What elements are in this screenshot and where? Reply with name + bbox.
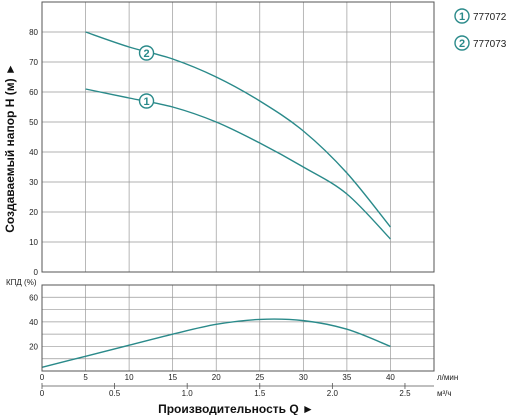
efficiency-plot-frame	[41, 284, 435, 372]
efficiency-y-axis-title: КПД (%)	[6, 278, 37, 287]
x-primary-tick-label: 20	[212, 373, 221, 382]
head-y-tick-label: 30	[29, 178, 38, 187]
head-frame	[41, 1, 435, 273]
head-y-tick-label: 40	[29, 148, 38, 157]
curve-marker-badge	[138, 45, 155, 61]
head-y-tick-label: 20	[29, 208, 38, 217]
efficiency-y-tick-label: 20	[29, 342, 38, 351]
x-primary-tick-label: 30	[299, 373, 308, 382]
efficiency-y-tick-label: 40	[29, 318, 38, 327]
x-secondary-tick-label: 1.0	[182, 389, 194, 398]
head-curve-series-1	[85, 88, 391, 240]
curve-marker-badge	[138, 93, 155, 109]
legend: 1 777072 2 777073	[454, 8, 507, 51]
legend-entry-label: 777073	[473, 39, 507, 50]
x-primary-tick-label: 40	[386, 373, 395, 382]
x-secondary-tick-label: 2.0	[327, 389, 339, 398]
head-curve-series-2	[85, 31, 391, 228]
head-y-axis-title: Создаваемый напор H (м) ►	[3, 63, 17, 233]
head-y-tick-label: 0	[34, 268, 39, 277]
legend-badge-number: 2	[459, 38, 465, 50]
head-y-ticks: 0 10 20 30 40 50 60 70 80	[29, 28, 38, 277]
efficiency-curve	[41, 318, 391, 368]
head-y-tick-label: 10	[29, 238, 38, 247]
legend-badge-number: 1	[459, 11, 465, 23]
head-grid	[42, 2, 434, 272]
head-curves: 12	[85, 31, 391, 240]
x-primary-tick-label: 35	[342, 373, 351, 382]
x-primary-unit-label: л/мин	[437, 373, 458, 382]
x-axis-ticks: 0 5 10 15 20 25 30 35 40 0 0.5 1.0 1.5 2.0 2.5	[40, 373, 434, 398]
efficiency-grid	[42, 285, 434, 371]
legend-badge	[454, 8, 470, 24]
x-secondary-tick-label: 0.5	[109, 389, 121, 398]
x-primary-tick-label: 25	[255, 373, 264, 382]
head-plot-frame	[41, 1, 435, 273]
curve-marker-number: 2	[143, 48, 149, 60]
head-y-tick-label: 70	[29, 58, 38, 67]
x-primary-tick-label: 10	[125, 373, 134, 382]
head-y-tick-label: 50	[29, 118, 38, 127]
x-primary-tick-label: 5	[83, 373, 88, 382]
x-axis-title: Производительность Q ►	[158, 402, 314, 415]
efficiency-frame	[41, 284, 435, 372]
efficiency-y-ticks: 20 40 60	[29, 293, 38, 351]
legend-entry-label: 777072	[473, 12, 507, 23]
x-secondary-unit-label: м³/ч	[437, 389, 452, 398]
efficiency-y-tick-label: 60	[29, 293, 38, 302]
x-primary-tick-label: 0	[40, 373, 45, 382]
x-secondary-tick-label: 2.5	[399, 389, 411, 398]
x-primary-tick-label: 15	[168, 373, 177, 382]
x-secondary-tick-label: 0	[40, 389, 45, 398]
efficiency-curves	[41, 318, 391, 368]
head-y-tick-label: 80	[29, 28, 38, 37]
curve-marker-number: 1	[143, 96, 149, 108]
head-y-tick-label: 60	[29, 88, 38, 97]
x-secondary-tick-label: 1.5	[254, 389, 266, 398]
legend-badge	[454, 35, 470, 51]
